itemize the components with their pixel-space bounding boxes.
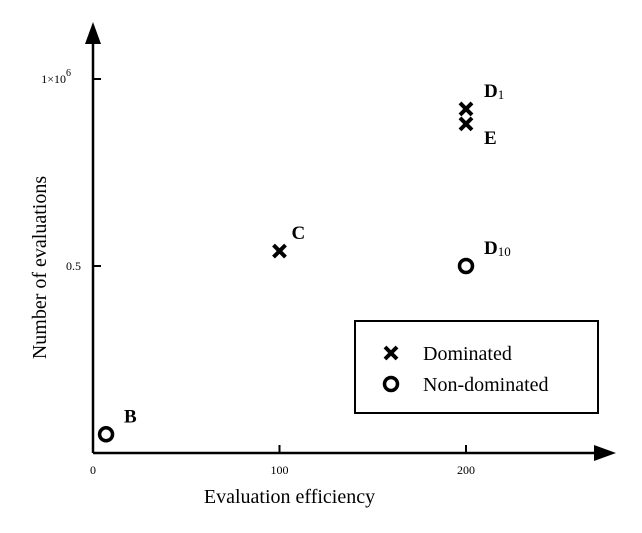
x-tick-label: 0 <box>90 463 96 477</box>
dominated-point-e <box>458 116 474 132</box>
y-tick-label-exponent: 6 <box>66 68 71 79</box>
point-label-subscript: 10 <box>498 244 511 259</box>
x-marker-stroke <box>272 243 287 259</box>
point-label-d10: D10 <box>484 238 511 259</box>
legend: Dominated Non-dominated <box>354 320 599 414</box>
point-label-main: D <box>484 81 498 102</box>
x-axis-label: Evaluation efficiency <box>204 486 375 508</box>
legend-label-1: Non-dominated <box>423 374 549 396</box>
x-marker-stroke <box>458 116 474 132</box>
point-label-main: C <box>292 223 306 244</box>
x-axis-arrow <box>594 445 616 461</box>
x-tick-label: 100 <box>271 463 289 477</box>
point-label-subscript: 1 <box>498 87 505 102</box>
y-tick-label: 0.5 <box>66 259 81 273</box>
axes <box>85 22 616 461</box>
y-tick-label: 1×106 <box>41 68 71 86</box>
x-marker-stroke <box>458 101 474 117</box>
legend-dominated-marker <box>383 345 399 361</box>
point-label-d1: D1 <box>484 81 504 102</box>
legend-label-0: Dominated <box>423 343 512 365</box>
point-label-c: C <box>292 223 306 244</box>
x-tick-label: 200 <box>457 463 475 477</box>
point-label-b: B <box>124 406 137 427</box>
dominated-point-d1 <box>458 101 474 117</box>
y-axis-label: Number of evaluations <box>29 176 51 359</box>
data-points <box>97 101 475 443</box>
point-label-main: E <box>484 128 497 149</box>
y-tick-label-base: 0.5 <box>66 259 81 273</box>
x-marker-stroke <box>383 345 399 361</box>
y-tick-label-base: 1×10 <box>41 72 66 86</box>
point-label-e: E <box>484 128 497 149</box>
point-label-main: D <box>484 238 498 259</box>
point-label-main: B <box>124 406 137 427</box>
y-axis-arrow <box>85 22 101 44</box>
ticks: 0 100 200 0.5 1×106 <box>41 68 475 477</box>
non-dominated-point-d10 <box>457 257 475 275</box>
non-dominated-point-b <box>97 426 115 443</box>
legend-box <box>354 320 599 414</box>
dominated-point-c <box>272 243 287 259</box>
legend-non-dominated-marker <box>382 375 400 393</box>
